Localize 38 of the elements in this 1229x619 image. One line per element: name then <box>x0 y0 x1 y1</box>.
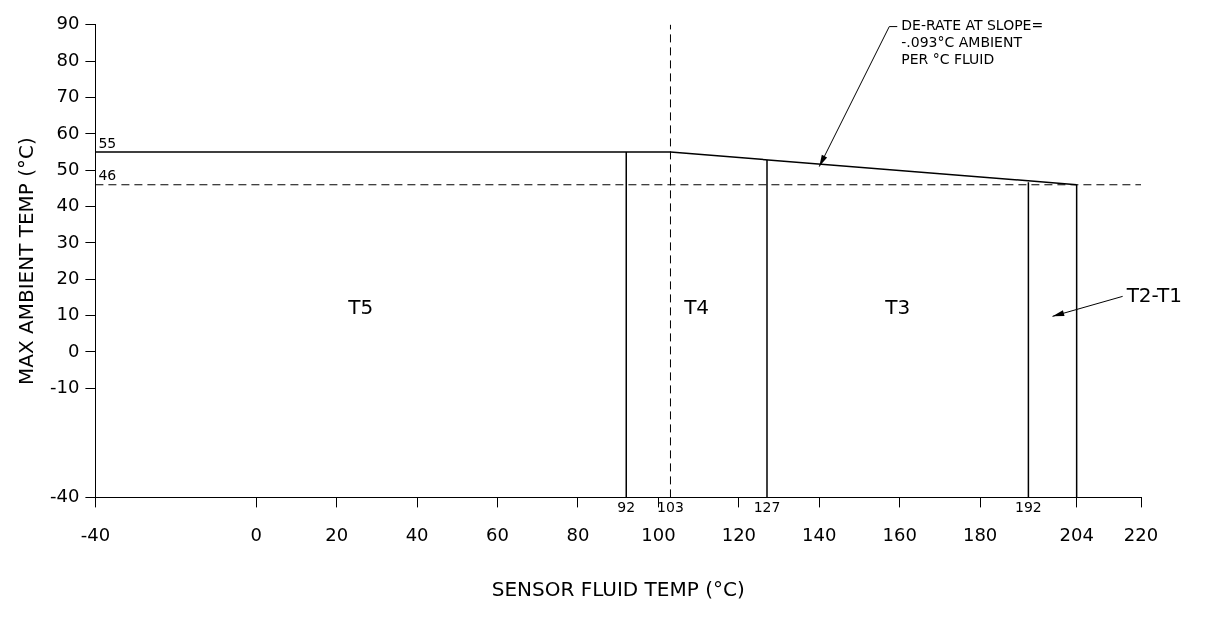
annotation: T3 <box>884 294 911 319</box>
x-tick-label: 80 <box>566 523 590 545</box>
x-tick-label: 60 <box>486 523 510 545</box>
annotation: 103 <box>657 499 684 516</box>
y-tick-label: -10 <box>49 376 80 398</box>
x-tick-label: 0 <box>250 523 262 545</box>
x-tick-label: -40 <box>80 523 111 545</box>
annotation: 192 <box>1015 499 1042 516</box>
ref-line-label: 46 <box>98 167 117 184</box>
x-tick-label: 100 <box>641 523 676 545</box>
y-tick-label: 40 <box>56 194 80 216</box>
y-tick-label: 80 <box>56 48 80 70</box>
x-tick-label: 20 <box>325 523 349 545</box>
x-tick-label: 120 <box>721 523 757 545</box>
x-tick-label: 140 <box>802 523 837 545</box>
annotation: T2-T1 <box>1125 282 1182 307</box>
y-tick-label: 60 <box>56 121 80 143</box>
x-axis-title: SENSOR FLUID TEMP (°C) <box>491 577 745 602</box>
y-tick-label: -40 <box>49 485 80 507</box>
y-tick-label: 50 <box>56 157 80 179</box>
annotation: 127 <box>753 499 781 516</box>
x-tick-label: 204 <box>1059 523 1094 545</box>
annotation: DE-RATE AT SLOPE= -.093°C AMBIENT PER °C FLUID <box>901 17 1044 68</box>
x-tick-label: 180 <box>962 523 998 545</box>
y-axis-title: MAX AMBIENT TEMP (°C) <box>14 137 39 386</box>
x-tick-label: 40 <box>405 523 429 545</box>
annotation: T4 <box>683 294 710 319</box>
x-tick-label: 220 <box>1123 523 1159 545</box>
y-tick-label: 10 <box>56 303 80 325</box>
y-tick-label: 70 <box>56 85 80 107</box>
y-tick-label: 30 <box>56 230 80 252</box>
y-tick-label: 90 <box>56 12 80 34</box>
x-tick-label: 160 <box>882 523 917 545</box>
y-tick-label: 0 <box>67 339 80 361</box>
annotation: 55 <box>98 134 117 151</box>
y-tick-label: 20 <box>56 266 80 288</box>
annotation: T5 <box>347 294 374 319</box>
annotation: 92 <box>617 499 636 516</box>
